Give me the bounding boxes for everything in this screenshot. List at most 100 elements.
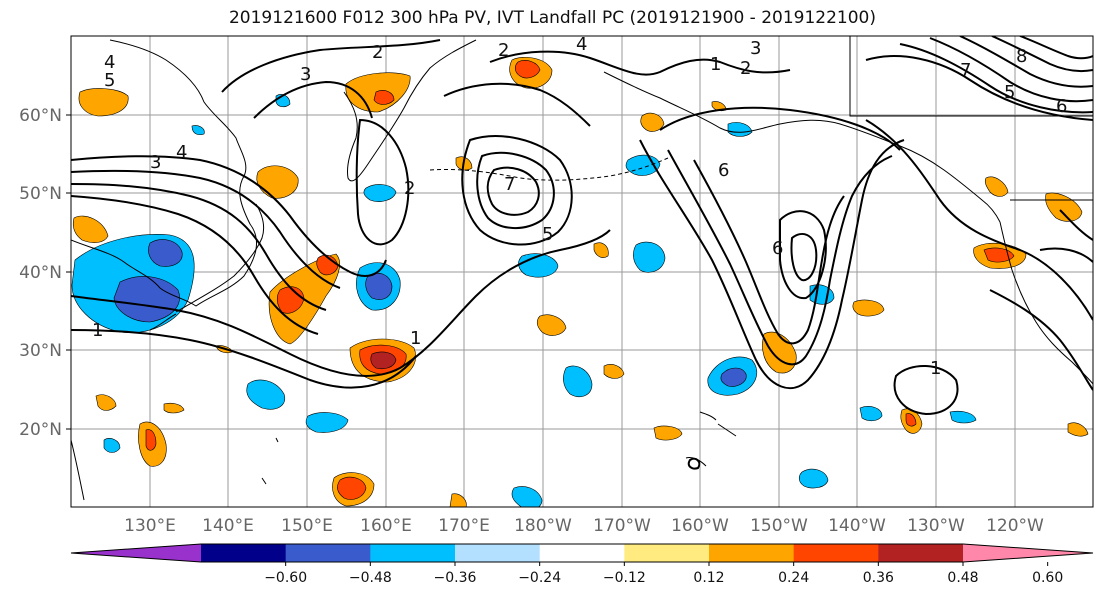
colorbar-segment [455,544,541,562]
contour-line [355,118,410,246]
contour-label: 2 [404,178,415,199]
lat-label: 30°N [19,341,62,361]
aleutian-chain [429,157,669,181]
colorbar-segment [370,544,456,562]
negative-anomaly [859,406,883,422]
lon-label: 180°W [514,516,572,536]
positive-anomaly [640,112,665,132]
contour-label: 4 [104,52,115,73]
contour-label: 2 [372,42,383,63]
contour-label: 6 [1056,96,1067,117]
colorbar-extend-min [71,544,201,562]
positive-anomaly [983,247,1015,263]
contour-line [639,139,905,390]
negative-anomaly [103,438,121,453]
contour-line [71,169,341,289]
contour-line [959,36,1093,88]
contour-label: 6 [772,238,783,259]
contour-line [461,135,573,246]
colorbar-segment [539,544,625,562]
positive-anomaly [373,90,395,105]
positive-anomaly [536,314,567,336]
contour-line [1039,247,1093,263]
colorbar-segment [793,544,879,562]
lon-label: 160°E [360,516,412,536]
japan-coastline [175,203,265,313]
positive-anomaly [145,429,157,451]
alaska-coastline [603,71,1001,223]
lon-label: 160°W [671,516,729,536]
colorbar-label: 0.12 [693,570,724,586]
positive-anomaly [514,60,541,79]
lat-label: 40°N [19,263,62,283]
contour-line [929,37,1093,103]
latitude-labels: 60°N 50°N 40°N 30°N 20°N [19,106,62,440]
na-border [849,36,1093,117]
negative-anomaly [148,239,183,267]
colorbar-extend-max [963,544,1093,562]
kamchatka-coastline [343,39,477,182]
contour-label: 4 [576,34,587,55]
taiwan-coastline [71,439,85,501]
colorbar-segment [624,544,710,562]
contour-line [687,457,701,470]
negative-anomaly [246,379,286,410]
contour-label: 2 [498,40,509,61]
negative-anomaly [727,122,753,137]
lon-label: 150°W [750,516,808,536]
japan-coastline [149,313,177,331]
colorbar-segment [285,544,371,562]
contour-label: 7 [960,60,971,81]
contour-label: 5 [1004,82,1015,103]
contour-line [779,210,827,300]
negative-anomaly [633,241,666,273]
lon-label: 130°W [907,516,965,536]
contour-line [667,149,893,366]
contour-label: 3 [150,152,161,173]
asia-coastline [71,39,258,307]
lon-label: 140°W [828,516,886,536]
contour-line [486,166,540,216]
contour-line [865,55,1093,121]
positive-anomaly [653,425,683,441]
colorbar-label: −0.48 [349,570,392,586]
contour-line [1019,36,1093,60]
lon-label: 120°W [986,516,1044,536]
contour-line [693,159,845,345]
negative-anomaly [365,273,393,300]
positive-anomaly [95,394,117,411]
lat-label: 50°N [19,184,62,204]
colorbar-outline [70,543,1094,563]
contour-label: 5 [104,70,115,91]
contour-labels: 4 5 3 2 4 3 2 8 7 5 6 3 4 2 7 2 5 6 6 1 … [92,34,1067,379]
contour-label: 3 [750,38,761,59]
contour-label: 1 [710,54,721,75]
axis-ticks [66,114,71,430]
contour-label: 8 [1016,46,1027,67]
contour-label: 5 [542,224,553,245]
lon-label: 140°E [202,516,254,536]
lon-label: 170°E [438,516,490,536]
contour-label: 4 [176,142,187,163]
longitude-labels: 130°E 140°E 150°E 160°E 170°E 180°W 170°… [124,516,1044,536]
contour-label: 1 [930,358,941,379]
positive-anomaly [370,351,397,370]
contour-label: 3 [300,64,311,85]
lon-label: 170°W [593,516,651,536]
colorbar-segment [709,544,795,562]
contour-label: 1 [92,320,103,341]
positive-anomaly [163,402,185,414]
contour-line [790,233,818,282]
colorbar-label: −0.24 [518,570,561,586]
negative-anomaly [363,184,397,202]
contour-line [71,195,319,335]
colorbar-label: −0.36 [434,570,477,586]
contour-line [899,43,1093,114]
positive-anomaly [337,476,367,500]
lon-label: 130°E [124,516,176,536]
contour-line [989,289,1093,391]
contour-line [221,39,441,93]
colorbar-label: −0.12 [603,570,646,586]
positive-anomaly [984,176,1009,197]
